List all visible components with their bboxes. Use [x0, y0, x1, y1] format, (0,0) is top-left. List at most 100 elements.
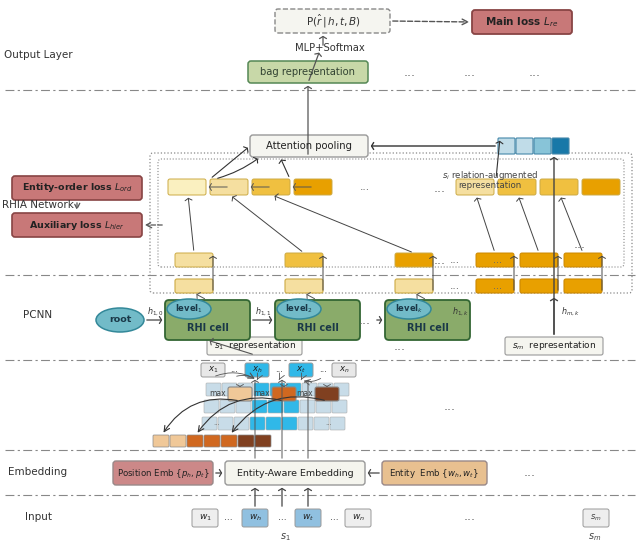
FancyBboxPatch shape: [395, 279, 433, 293]
FancyBboxPatch shape: [345, 509, 371, 527]
Ellipse shape: [277, 299, 321, 319]
FancyBboxPatch shape: [294, 179, 332, 195]
FancyBboxPatch shape: [315, 387, 339, 401]
FancyBboxPatch shape: [382, 461, 487, 485]
Text: ...: ...: [359, 313, 371, 326]
Text: ...: ...: [444, 401, 456, 414]
FancyBboxPatch shape: [206, 383, 221, 396]
FancyBboxPatch shape: [187, 435, 203, 447]
Text: Main loss $L_{re}$: Main loss $L_{re}$: [485, 15, 559, 29]
Text: Auxiliary loss $L_{hier}$: Auxiliary loss $L_{hier}$: [29, 219, 125, 232]
FancyBboxPatch shape: [175, 253, 213, 267]
FancyBboxPatch shape: [218, 417, 233, 430]
Text: ...: ...: [450, 281, 460, 291]
FancyBboxPatch shape: [516, 138, 533, 154]
FancyBboxPatch shape: [202, 417, 217, 430]
Text: representation: representation: [458, 180, 522, 190]
FancyBboxPatch shape: [498, 179, 536, 195]
Text: Position Emb $\{p_h,p_t\}$: Position Emb $\{p_h,p_t\}$: [116, 467, 209, 480]
Ellipse shape: [167, 299, 211, 319]
FancyBboxPatch shape: [255, 435, 271, 447]
FancyBboxPatch shape: [252, 179, 290, 195]
Text: ...: ...: [434, 181, 446, 195]
FancyBboxPatch shape: [245, 363, 269, 377]
Text: $s_m$: $s_m$: [588, 531, 602, 543]
Text: bag representation: bag representation: [260, 67, 355, 77]
Text: $w_h$: $w_h$: [248, 513, 262, 523]
Text: ...: ...: [278, 513, 286, 523]
Ellipse shape: [387, 299, 431, 319]
Text: ...: ...: [360, 182, 370, 192]
FancyBboxPatch shape: [275, 9, 390, 33]
Text: ...: ...: [574, 239, 586, 251]
FancyBboxPatch shape: [582, 179, 620, 195]
FancyBboxPatch shape: [583, 509, 609, 527]
FancyBboxPatch shape: [316, 400, 331, 413]
Text: $s_i$ relation-augmented: $s_i$ relation-augmented: [442, 168, 538, 181]
Text: MLP+Softmax: MLP+Softmax: [295, 43, 365, 53]
Text: RHI cell: RHI cell: [187, 323, 228, 333]
Text: ...: ...: [224, 513, 232, 523]
FancyBboxPatch shape: [472, 10, 572, 34]
Text: root: root: [109, 316, 131, 324]
FancyBboxPatch shape: [222, 383, 237, 396]
FancyBboxPatch shape: [300, 400, 315, 413]
FancyBboxPatch shape: [282, 417, 297, 430]
FancyBboxPatch shape: [564, 279, 602, 293]
FancyBboxPatch shape: [456, 179, 494, 195]
FancyBboxPatch shape: [236, 400, 251, 413]
Text: ...: ...: [524, 467, 536, 480]
FancyBboxPatch shape: [476, 279, 514, 293]
FancyBboxPatch shape: [332, 400, 347, 413]
FancyBboxPatch shape: [12, 213, 142, 237]
FancyBboxPatch shape: [314, 417, 329, 430]
FancyBboxPatch shape: [204, 400, 219, 413]
FancyBboxPatch shape: [285, 253, 323, 267]
FancyBboxPatch shape: [220, 400, 235, 413]
FancyBboxPatch shape: [540, 179, 578, 195]
FancyBboxPatch shape: [552, 138, 569, 154]
FancyBboxPatch shape: [295, 509, 321, 527]
Text: ...: ...: [493, 255, 502, 265]
Text: level$_1$: level$_1$: [175, 303, 203, 315]
Text: RHIA Network: RHIA Network: [2, 200, 74, 210]
Text: PCNN: PCNN: [24, 310, 52, 320]
FancyBboxPatch shape: [12, 176, 142, 200]
Text: $s_m$: $s_m$: [590, 513, 602, 523]
Text: level$_k$: level$_k$: [395, 303, 423, 315]
FancyBboxPatch shape: [266, 417, 281, 430]
Text: Attention pooling: Attention pooling: [266, 141, 352, 151]
Text: $w_t$: $w_t$: [302, 513, 314, 523]
FancyBboxPatch shape: [192, 509, 218, 527]
FancyBboxPatch shape: [210, 179, 248, 195]
Text: max: max: [297, 390, 314, 398]
Text: ...: ...: [319, 366, 327, 374]
FancyBboxPatch shape: [238, 435, 254, 447]
Text: $s_m$  representation: $s_m$ representation: [512, 340, 596, 353]
Ellipse shape: [96, 308, 144, 332]
Text: ...: ...: [529, 65, 541, 78]
Text: ...: ...: [404, 65, 416, 78]
FancyBboxPatch shape: [207, 337, 302, 355]
FancyBboxPatch shape: [476, 253, 514, 267]
FancyBboxPatch shape: [238, 383, 253, 396]
Text: ...: ...: [434, 253, 446, 267]
FancyBboxPatch shape: [330, 417, 345, 430]
FancyBboxPatch shape: [272, 387, 296, 401]
Text: ...: ...: [326, 420, 332, 426]
Text: max: max: [210, 390, 227, 398]
Text: $x_n$: $x_n$: [339, 365, 349, 376]
Text: $s_1$: $s_1$: [280, 531, 291, 543]
FancyBboxPatch shape: [250, 417, 265, 430]
Text: $h_{1,1}$: $h_{1,1}$: [255, 306, 271, 318]
FancyBboxPatch shape: [113, 461, 213, 485]
FancyBboxPatch shape: [275, 300, 360, 340]
FancyBboxPatch shape: [242, 509, 268, 527]
FancyBboxPatch shape: [175, 279, 213, 293]
Text: Entity-Aware Embedding: Entity-Aware Embedding: [237, 469, 353, 477]
FancyBboxPatch shape: [268, 400, 283, 413]
FancyBboxPatch shape: [221, 435, 237, 447]
Text: RHI cell: RHI cell: [406, 323, 449, 333]
Text: $x_t$: $x_t$: [296, 365, 306, 376]
FancyBboxPatch shape: [153, 435, 169, 447]
